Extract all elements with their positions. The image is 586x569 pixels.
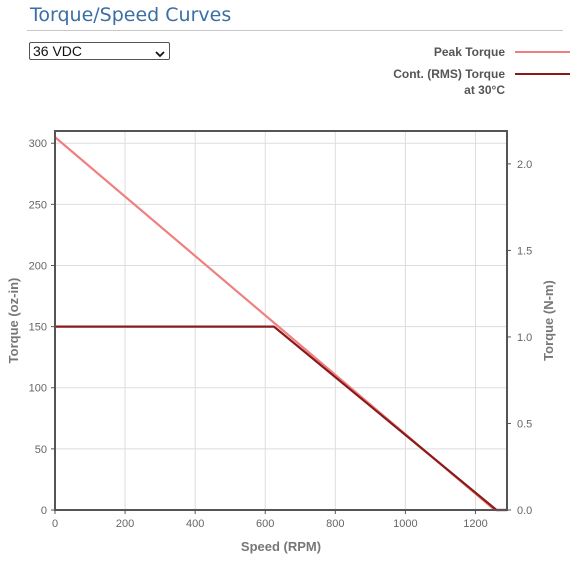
y2-tick-label: 2.0	[517, 159, 532, 171]
y2-axis-title: Torque (N-m)	[541, 280, 556, 361]
x-tick-label: 600	[256, 518, 274, 530]
x-tick-label: 200	[116, 518, 134, 530]
y-tick-label: 50	[35, 444, 47, 456]
y-axis-title: Torque (oz-in)	[6, 278, 21, 364]
y-tick-label: 300	[29, 138, 47, 150]
y-tick-label: 250	[29, 199, 47, 211]
x-tick-label: 1200	[463, 518, 487, 530]
x-axis-title: Speed (RPM)	[241, 539, 321, 554]
y-tick-label: 150	[29, 322, 47, 334]
y-tick-label: 100	[29, 383, 47, 395]
series-line-peak-torque	[55, 137, 507, 510]
plot-frame	[55, 131, 507, 510]
y-tick-label: 200	[29, 260, 47, 272]
y2-tick-label: 1.0	[517, 332, 532, 344]
x-tick-label: 0	[52, 518, 58, 530]
y2-tick-label: 0.0	[517, 505, 532, 517]
y-tick-label: 0	[41, 505, 47, 517]
y2-tick-label: 0.5	[517, 418, 532, 430]
y2-tick-label: 1.5	[517, 245, 532, 257]
x-tick-label: 800	[326, 518, 344, 530]
x-tick-label: 400	[186, 518, 204, 530]
series-line-cont-torque	[55, 327, 507, 510]
x-tick-label: 1000	[393, 518, 417, 530]
